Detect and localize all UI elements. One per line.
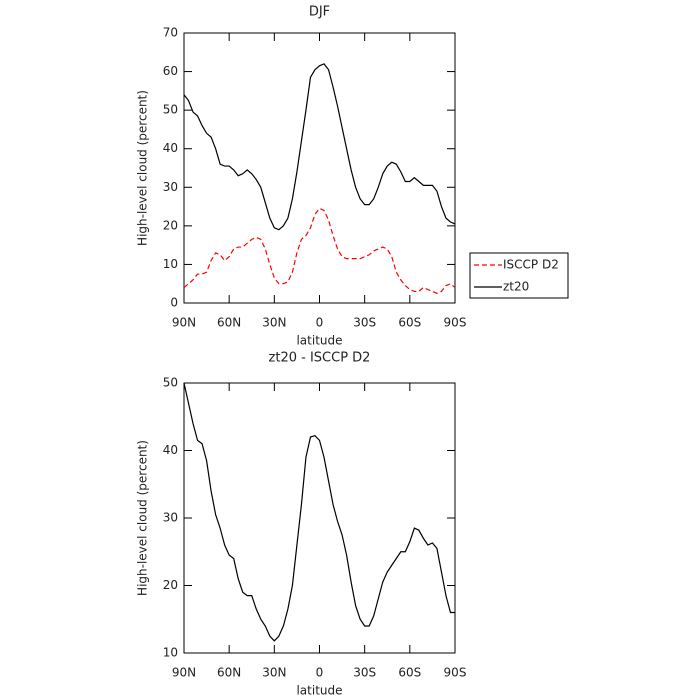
x-axis-label: latitude: [296, 334, 342, 348]
legend-label: zt20: [503, 280, 529, 294]
x-tick-label: 0: [316, 666, 324, 680]
x-tick-label: 90S: [444, 316, 467, 330]
y-tick-label: 20: [163, 578, 178, 592]
legend-box: [469, 252, 569, 299]
y-tick-label: 30: [163, 511, 178, 525]
y-tick-label: 20: [163, 218, 178, 232]
y-tick-label: 10: [163, 646, 178, 660]
x-tick-label: 90S: [444, 666, 467, 680]
y-tick-label: 50: [163, 103, 178, 117]
x-tick-label: 90N: [172, 316, 196, 330]
x-tick-label: 30S: [353, 316, 376, 330]
x-tick-label: 60N: [217, 316, 241, 330]
chart-title: DJF: [309, 5, 330, 20]
y-tick-label: 40: [163, 443, 178, 457]
x-tick-label: 30N: [262, 316, 286, 330]
x-tick-label: 30N: [262, 666, 286, 680]
x-tick-label: 60S: [398, 316, 421, 330]
x-tick-label: 0: [316, 316, 324, 330]
data-line: [183, 382, 455, 642]
y-tick-label: 10: [163, 257, 178, 271]
plot-frame: [183, 32, 456, 304]
x-axis-label: latitude: [296, 684, 342, 698]
y-tick-label: 0: [170, 296, 178, 310]
x-tick-label: 60N: [217, 666, 241, 680]
data-line: [183, 207, 456, 295]
y-tick-label: 60: [163, 64, 178, 78]
y-tick-label: 50: [163, 376, 178, 390]
x-tick-label: 60S: [398, 666, 421, 680]
legend-label: ISCCP D2: [503, 258, 559, 272]
x-tick-label: 30S: [353, 666, 376, 680]
plot-frame: [183, 382, 456, 654]
y-axis-label: High-level cloud (percent): [136, 90, 150, 246]
y-tick-label: 30: [163, 180, 178, 194]
chart-title: zt20 - ISCCP D2: [269, 351, 371, 366]
y-tick-label: 40: [163, 141, 178, 155]
y-tick-label: 70: [163, 26, 178, 40]
data-line: [183, 63, 456, 231]
y-axis-label: High-level cloud (percent): [136, 440, 150, 596]
x-tick-label: 90N: [172, 666, 196, 680]
